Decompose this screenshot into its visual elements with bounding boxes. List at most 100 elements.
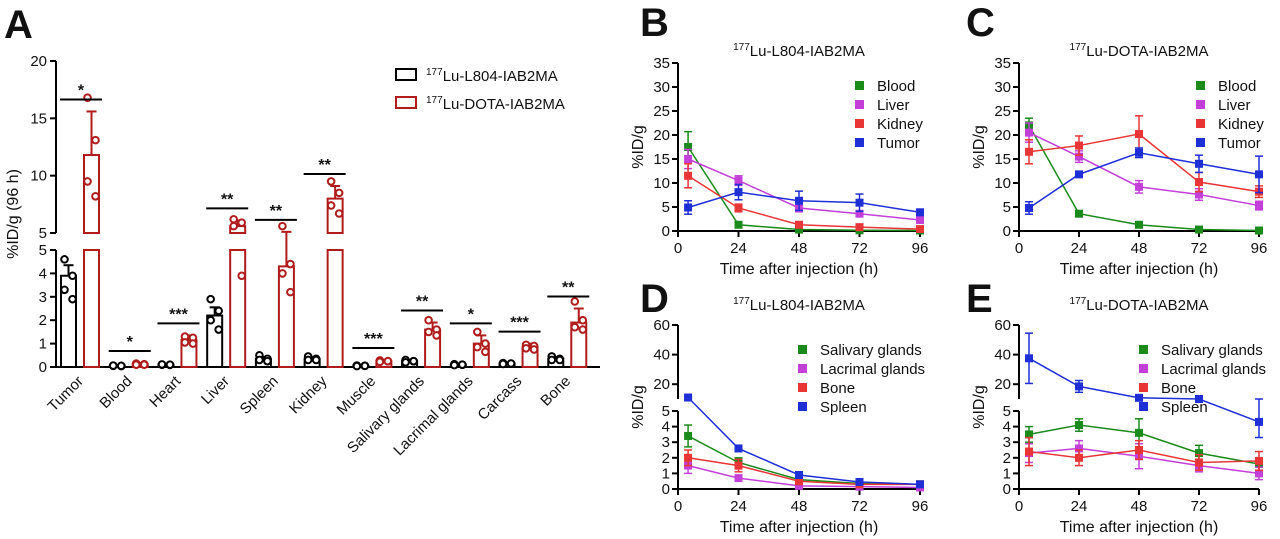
legend-label: Salivary glands xyxy=(1161,342,1263,359)
significance-marker: * xyxy=(468,306,475,323)
data-point xyxy=(383,356,393,366)
legend-label-sup: 177 xyxy=(426,67,443,78)
data-point xyxy=(60,285,69,295)
data-point xyxy=(1025,203,1033,212)
x-tick-label: 24 xyxy=(1071,498,1088,515)
y-axis-label: %ID/g xyxy=(630,385,647,429)
y-tick-label: 15 xyxy=(30,110,47,127)
x-tick-label: 48 xyxy=(1131,240,1148,257)
data-point xyxy=(131,360,141,369)
panel-letter-a: A xyxy=(4,3,33,47)
data-point xyxy=(734,176,743,185)
legend-label: Lacrimal glands xyxy=(1161,361,1266,378)
x-axis-label: Time after injection (h) xyxy=(1060,261,1219,278)
y-tick-label: 10 xyxy=(30,168,47,185)
legend-swatch xyxy=(395,68,417,81)
bar-group xyxy=(547,352,565,368)
bar-lower xyxy=(83,249,100,368)
legend-label: Blood xyxy=(1218,78,1256,95)
x-tick-label: Spleen xyxy=(237,373,282,418)
x-tick-label: Kidney xyxy=(286,372,331,417)
data-point xyxy=(1255,456,1263,465)
data-point xyxy=(352,361,362,371)
data-point xyxy=(1195,178,1203,187)
y-axis-label: %ID/g xyxy=(971,125,988,169)
data-point xyxy=(481,339,490,348)
data-point xyxy=(555,355,565,365)
y-tick-label: 20 xyxy=(994,376,1011,393)
bar-lower xyxy=(326,249,344,368)
data-point xyxy=(734,188,743,197)
panel-title: 177Lu-DOTA-IAB2MA xyxy=(1070,296,1209,314)
y-tick-label: 2 xyxy=(662,450,670,467)
legend-marker xyxy=(1139,345,1148,354)
data-point xyxy=(91,192,100,201)
panel-letter-e: E xyxy=(966,277,993,321)
bar-lower xyxy=(229,249,247,368)
data-point xyxy=(401,358,410,367)
legend-marker xyxy=(798,364,807,373)
x-axis-label: Time after injection (h) xyxy=(720,519,879,536)
data-point xyxy=(458,360,467,369)
data-point xyxy=(278,269,287,278)
panel-letter-c: C xyxy=(966,1,995,45)
y-tick-label: 1 xyxy=(1003,465,1011,482)
panel-title-sup: 177 xyxy=(1070,296,1087,307)
bar-group xyxy=(303,352,321,368)
data-point xyxy=(795,196,803,205)
x-tick-label: 72 xyxy=(1191,498,1208,515)
data-point xyxy=(684,155,693,163)
data-point xyxy=(237,271,246,281)
data-point xyxy=(578,315,588,325)
data-point xyxy=(1255,170,1263,179)
legend-label: Liver xyxy=(877,97,910,114)
data-point xyxy=(180,338,190,347)
data-point xyxy=(684,171,693,180)
data-point xyxy=(1255,226,1263,235)
bar-group xyxy=(206,294,224,368)
y-tick-label: 5 xyxy=(662,403,670,420)
legend-label: Lacrimal glands xyxy=(820,361,925,378)
y-tick-label: 0 xyxy=(662,481,670,498)
legend-label: Liver xyxy=(1218,97,1251,114)
data-point xyxy=(498,359,508,369)
series-bone: Bone xyxy=(1025,380,1263,472)
data-point xyxy=(450,360,459,370)
legend-marker xyxy=(855,138,864,147)
bar-group xyxy=(570,297,588,369)
x-tick-label: Liver xyxy=(198,373,233,408)
data-point xyxy=(116,361,126,371)
data-point xyxy=(1255,201,1263,210)
x-tick-label: 24 xyxy=(730,498,747,515)
data-point xyxy=(684,393,693,402)
data-point xyxy=(424,327,433,337)
data-point xyxy=(1075,453,1083,462)
x-tick-label: Bone xyxy=(537,373,574,410)
y-tick-label: 5 xyxy=(1003,403,1011,420)
data-point xyxy=(1195,159,1203,168)
data-point xyxy=(795,477,803,486)
data-point xyxy=(214,325,223,334)
y-tick-label: 35 xyxy=(994,55,1011,72)
data-point xyxy=(855,223,864,232)
bar-group xyxy=(229,214,247,368)
data-point xyxy=(108,361,118,370)
panel-title-rest: Lu-DOTA-IAB2MA xyxy=(1086,297,1208,314)
data-point xyxy=(83,177,92,186)
y-tick-label: 40 xyxy=(653,347,670,364)
data-point xyxy=(1135,130,1143,139)
data-point xyxy=(68,271,77,281)
data-point xyxy=(570,297,580,306)
bar-group xyxy=(254,351,272,368)
series-lacrimal-glands: Lacrimal glands xyxy=(684,361,925,492)
series-bone: Bone xyxy=(684,380,924,489)
legend-label: Salivary glands xyxy=(820,342,922,359)
data-point xyxy=(684,143,693,151)
panel-title-sup: 177 xyxy=(733,42,750,53)
data-point xyxy=(432,331,441,340)
data-point xyxy=(1075,209,1083,218)
panel-letter-b: B xyxy=(640,1,669,45)
data-point xyxy=(506,359,516,368)
